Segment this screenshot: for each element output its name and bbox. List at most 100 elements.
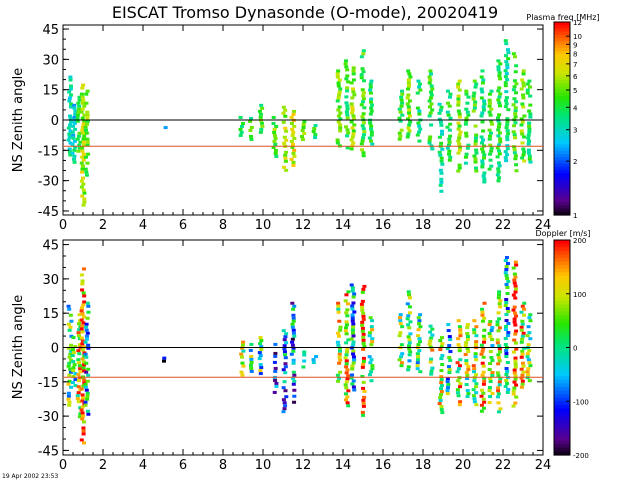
data-cell [520, 373, 525, 377]
data-cell [526, 343, 531, 347]
data-cell [85, 116, 90, 120]
data-cell [291, 316, 296, 320]
data-cell [406, 69, 411, 73]
data-cell [399, 104, 404, 108]
colorbar-segment [554, 358, 570, 363]
data-cell [480, 90, 485, 94]
colorbar-segment [554, 124, 570, 129]
data-cell [519, 310, 524, 314]
data-cell [336, 343, 341, 347]
data-cell [457, 142, 462, 146]
x-tick-label: 14 [335, 458, 352, 473]
data-cell [488, 131, 493, 135]
data-cell [505, 262, 510, 266]
data-cell [84, 131, 89, 135]
data-cell [480, 349, 485, 353]
data-cell [513, 112, 518, 116]
data-cell [521, 81, 526, 85]
data-cell [438, 348, 443, 352]
data-cell [281, 398, 286, 402]
data-cell [369, 127, 374, 131]
data-cell [480, 81, 485, 85]
data-cell [72, 103, 77, 107]
data-column [495, 290, 503, 414]
data-column [301, 350, 307, 369]
data-cell [85, 397, 90, 401]
data-cell [525, 352, 530, 356]
data-column [289, 109, 297, 167]
data-cell [447, 149, 452, 153]
data-cell [284, 341, 289, 345]
data-cell [505, 361, 510, 365]
data-cell [440, 354, 445, 358]
data-cell [397, 116, 402, 120]
data-cell [83, 403, 88, 407]
data-cell [474, 133, 479, 137]
data-cell [289, 115, 294, 119]
data-cell [301, 123, 306, 126]
data-cell [528, 115, 533, 119]
data-cell [512, 371, 517, 375]
data-cell [345, 116, 350, 120]
data-cell [69, 358, 74, 362]
data-cell [336, 69, 341, 73]
data-cell [520, 78, 525, 82]
data-cell [472, 400, 477, 404]
data-cell [438, 108, 443, 112]
data-cell [405, 102, 410, 106]
data-cell [80, 288, 85, 292]
data-cell [415, 91, 420, 95]
data-cell [472, 106, 477, 110]
data-cell [85, 316, 90, 320]
data-cell [81, 291, 86, 295]
data-cell [490, 338, 495, 342]
data-cell [370, 337, 375, 341]
data-cell [238, 127, 243, 131]
data-cell [84, 325, 89, 329]
data-cell [399, 343, 404, 347]
data-cell [505, 292, 510, 296]
data-cell [465, 389, 470, 393]
data-cell [464, 107, 469, 111]
data-cell [465, 347, 470, 351]
data-column [349, 283, 357, 392]
data-cell [497, 164, 502, 168]
data-cell [511, 130, 516, 134]
data-cell [258, 369, 263, 373]
data-column [519, 301, 527, 389]
data-cell [497, 86, 502, 90]
data-cell [497, 122, 502, 126]
data-cell [472, 319, 477, 323]
data-cell [336, 307, 341, 311]
data-cell [527, 127, 532, 131]
data-cell [399, 95, 404, 99]
data-cell [455, 370, 460, 374]
data-cell [479, 114, 484, 118]
data-column [239, 340, 246, 377]
data-cell [82, 197, 87, 201]
data-cell [290, 145, 295, 149]
colorbar-segment [554, 279, 570, 284]
data-cell [337, 93, 342, 97]
data-cell [447, 152, 452, 156]
data-column [66, 304, 74, 407]
data-cell [290, 142, 295, 146]
data-cell [481, 346, 486, 350]
data-cell [513, 341, 518, 345]
data-cell [465, 374, 470, 378]
data-cell [481, 391, 486, 395]
data-column [397, 89, 405, 141]
data-cell [521, 84, 526, 88]
data-cell [490, 122, 495, 126]
data-cell [525, 91, 530, 95]
data-cell [336, 108, 341, 112]
data-cell [73, 112, 78, 116]
data-cell [437, 111, 442, 115]
data-cell [525, 355, 530, 359]
data-cell [360, 299, 365, 303]
data-cell [504, 90, 509, 94]
data-cell [448, 155, 453, 159]
data-cell [527, 349, 532, 353]
data-cell [292, 334, 297, 338]
data-cell [496, 116, 501, 120]
